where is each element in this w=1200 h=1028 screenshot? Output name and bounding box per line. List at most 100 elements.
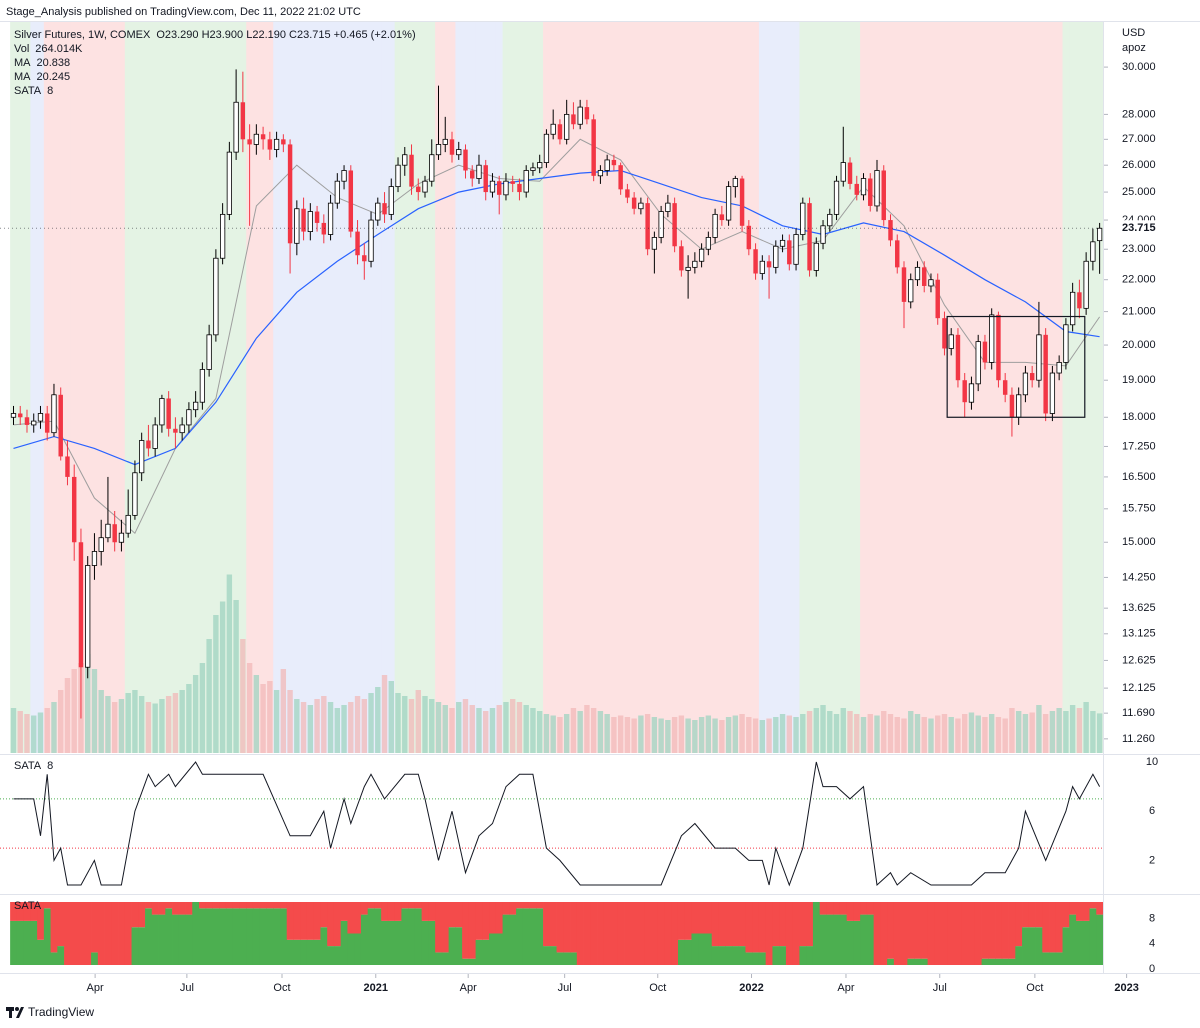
- candle-body: [429, 154, 435, 182]
- stage-band: [536, 22, 544, 753]
- stage-band: [172, 22, 180, 753]
- heat-cell: [718, 946, 726, 965]
- candle-body: [645, 203, 650, 250]
- heat-cell: [1069, 914, 1077, 965]
- heat-cell: [212, 902, 220, 909]
- volume-bar: [408, 699, 415, 753]
- legend-value: 20.245: [37, 71, 71, 83]
- stage-layer: [10, 22, 1104, 753]
- volume-bar: [368, 693, 374, 753]
- stage-band: [286, 22, 294, 753]
- candle-body: [543, 133, 550, 163]
- volume-bar: [1096, 713, 1103, 753]
- legend-name: SATA: [14, 85, 42, 97]
- heat-cell: [421, 920, 429, 965]
- volume-bar: [719, 720, 725, 753]
- volume-bar: [523, 705, 529, 753]
- heat-cell: [752, 902, 760, 953]
- y-tick-label: 2: [1149, 854, 1155, 866]
- heat-cell: [806, 902, 814, 947]
- x-tick-label: Jul: [558, 982, 572, 994]
- stage-band: [934, 22, 942, 753]
- volume-bar: [732, 715, 739, 753]
- candle-body: [226, 151, 232, 215]
- volume-bar: [975, 715, 981, 753]
- volume-bar: [17, 711, 23, 753]
- candle-body: [152, 424, 158, 449]
- stage-band: [664, 22, 672, 753]
- candle-body: [577, 106, 583, 125]
- heat-cell: [927, 902, 935, 965]
- heat-cell: [671, 902, 679, 965]
- heat-cell: [394, 920, 402, 965]
- y-tick-label: 21.000: [1122, 306, 1156, 318]
- heat-cell: [489, 902, 497, 934]
- candle-body: [1022, 372, 1029, 396]
- logo-shape: [9, 1007, 12, 1018]
- panel-title: SATA: [14, 760, 42, 772]
- candle-body: [213, 257, 219, 336]
- candle-body: [1009, 394, 1015, 418]
- candle-body: [935, 279, 940, 319]
- volume-bar: [941, 714, 948, 753]
- heat-cell: [70, 902, 78, 965]
- heat-cell: [138, 902, 146, 928]
- volume-bar: [962, 714, 968, 753]
- stage-band: [691, 22, 699, 753]
- heat-cell: [725, 946, 733, 965]
- volume-bar: [456, 702, 462, 753]
- stage-band: [347, 22, 355, 753]
- heat-cell: [677, 902, 686, 940]
- heat-cell: [664, 902, 672, 965]
- candle-body: [1036, 334, 1042, 381]
- heat-cell: [772, 902, 780, 947]
- stage-band: [138, 22, 146, 753]
- heat-cell: [934, 902, 942, 965]
- volume-bar: [658, 718, 664, 753]
- heat-cell: [428, 920, 436, 965]
- heat-cell: [644, 902, 652, 965]
- candle-body: [489, 180, 496, 193]
- volume-bar: [31, 715, 37, 753]
- volume-bar: [348, 702, 354, 753]
- y-tick-label: 19.000: [1122, 374, 1156, 386]
- heat-cell: [637, 902, 645, 965]
- heat-cell: [1062, 902, 1070, 928]
- heat-cell: [232, 902, 240, 909]
- heat-cell: [178, 914, 186, 965]
- stage-band: [441, 22, 450, 753]
- heat-cell: [286, 902, 294, 940]
- heat-cell: [252, 908, 261, 965]
- heat-cell: [657, 902, 665, 965]
- volume-bar: [611, 717, 617, 753]
- stage-band: [401, 22, 409, 753]
- heat-cell: [64, 902, 72, 965]
- heat-cell: [313, 902, 321, 940]
- heat-cell: [1082, 902, 1090, 921]
- stage-band: [1069, 22, 1077, 753]
- volume-bar: [1029, 712, 1035, 753]
- heat-cell: [691, 933, 699, 965]
- x-tick-label: Apr: [837, 982, 854, 994]
- candle-body: [557, 124, 563, 140]
- volume-bar: [597, 711, 604, 753]
- heat-cell: [30, 920, 38, 965]
- volume-bar: [213, 615, 219, 753]
- stage-band: [495, 22, 503, 753]
- heat-cell: [603, 902, 611, 965]
- heat-cell: [300, 939, 308, 965]
- x-tick-label: Apr: [87, 982, 104, 994]
- heat-cell: [340, 920, 348, 965]
- candle-body: [31, 420, 37, 426]
- volume-bar: [118, 699, 125, 753]
- stage-band: [1076, 22, 1084, 753]
- heat-cell: [374, 902, 382, 909]
- candle-body: [672, 203, 677, 247]
- heat-cell: [1049, 952, 1057, 965]
- y-tick-label: 15.000: [1122, 536, 1156, 548]
- heat-cell: [50, 902, 58, 953]
- heat-cell: [185, 914, 193, 965]
- volume-bar: [759, 720, 766, 753]
- volume-bar: [327, 702, 334, 753]
